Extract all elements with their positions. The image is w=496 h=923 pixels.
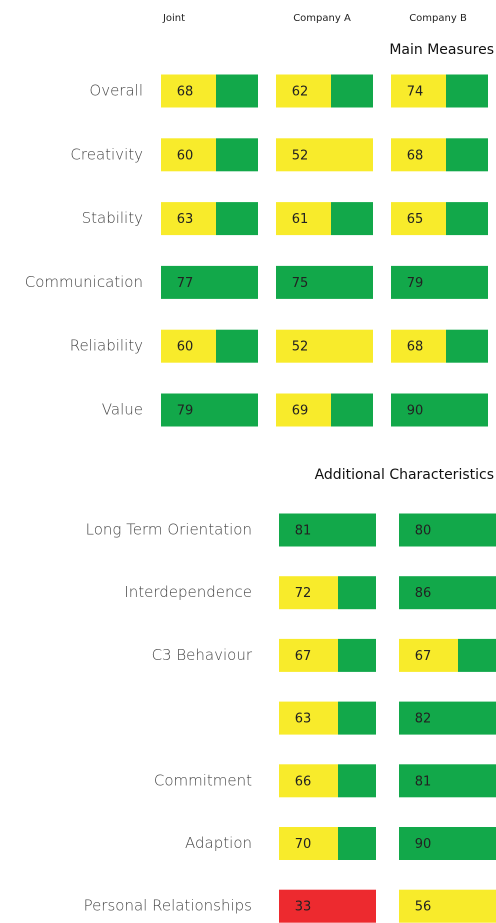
score-value: 56 xyxy=(415,900,432,915)
score-cell-left xyxy=(276,74,331,108)
score-cell xyxy=(399,827,496,860)
score-value: 86 xyxy=(415,586,432,601)
score-cell-right xyxy=(338,701,376,735)
score-value: 68 xyxy=(407,148,424,163)
column-header: Joint xyxy=(162,13,185,24)
score-value: 70 xyxy=(295,837,312,852)
score-value: 82 xyxy=(415,712,432,727)
score-cell-right xyxy=(446,202,488,236)
score-cell xyxy=(391,265,488,299)
score-value: 67 xyxy=(295,649,312,664)
score-cell-left xyxy=(391,138,446,172)
score-cell-right xyxy=(331,74,373,108)
score-cell-right xyxy=(338,827,376,860)
score-value: 72 xyxy=(295,586,312,601)
score-cell xyxy=(276,138,373,172)
score-cell-left xyxy=(279,638,338,672)
score-cell-right xyxy=(331,393,373,427)
score-cell-right xyxy=(338,638,376,672)
row-label: Stability xyxy=(82,209,144,227)
section-title: Main Measures xyxy=(389,42,494,58)
score-value: 68 xyxy=(177,85,194,100)
score-cell-left xyxy=(161,329,216,363)
score-cell xyxy=(279,513,376,547)
score-cell-right xyxy=(338,764,376,798)
score-value: 52 xyxy=(292,340,309,355)
score-cell-right xyxy=(331,202,373,236)
score-cell xyxy=(399,701,496,735)
row-label: C3 Behaviour xyxy=(152,646,253,664)
score-value: 69 xyxy=(292,404,309,419)
column-header: Company B xyxy=(409,13,467,24)
score-cell-left xyxy=(279,764,338,798)
score-value: 67 xyxy=(415,649,432,664)
row-label: Commitment xyxy=(154,771,252,789)
score-cell-left xyxy=(276,202,331,236)
score-cell-right xyxy=(446,74,488,108)
score-cell xyxy=(279,889,376,923)
score-cell-left xyxy=(279,827,338,860)
score-cell xyxy=(399,764,496,798)
score-value: 74 xyxy=(407,85,424,100)
score-value: 62 xyxy=(292,85,309,100)
score-value: 79 xyxy=(177,404,194,419)
score-cell-left xyxy=(161,74,216,108)
score-value: 90 xyxy=(415,837,432,852)
score-cell-right xyxy=(446,329,488,363)
column-header: Company A xyxy=(293,13,351,24)
score-cell-right xyxy=(446,138,488,172)
score-value: 81 xyxy=(295,524,312,539)
score-cell-right xyxy=(216,138,258,172)
score-cell-right xyxy=(216,329,258,363)
score-value: 52 xyxy=(292,148,309,163)
score-cell-right xyxy=(216,74,258,108)
score-cell-left xyxy=(391,202,446,236)
score-cell xyxy=(391,393,488,427)
score-cell-left xyxy=(276,393,331,427)
score-cell-left xyxy=(279,701,338,735)
row-label: Interdependence xyxy=(124,583,252,601)
score-cell-left xyxy=(279,576,338,610)
score-value: 63 xyxy=(295,712,312,727)
score-value: 66 xyxy=(295,774,312,789)
score-cell xyxy=(276,329,373,363)
score-value: 63 xyxy=(177,212,194,227)
score-cell xyxy=(399,889,496,923)
row-label: Value xyxy=(102,401,143,419)
section-title: Additional Characteristics xyxy=(315,467,494,483)
score-value: 79 xyxy=(407,276,424,291)
score-cell-left xyxy=(399,638,458,672)
score-value: 61 xyxy=(292,212,309,227)
score-cell xyxy=(161,393,258,427)
row-label: Communication xyxy=(25,273,143,291)
score-cell-right xyxy=(216,202,258,236)
score-value: 75 xyxy=(292,276,309,291)
score-cell-left xyxy=(161,138,216,172)
row-label: Creativity xyxy=(70,145,143,163)
score-cell-right xyxy=(458,638,496,672)
score-cell xyxy=(276,265,373,299)
row-label: Personal Relationships xyxy=(84,897,252,915)
score-value: 65 xyxy=(407,212,424,227)
score-cell-left xyxy=(391,74,446,108)
score-value: 33 xyxy=(295,900,312,915)
score-cell xyxy=(399,513,496,547)
score-value: 81 xyxy=(415,774,432,789)
score-cell xyxy=(399,576,496,610)
row-label: Overall xyxy=(89,82,143,100)
score-value: 60 xyxy=(177,340,194,355)
score-value: 77 xyxy=(177,276,194,291)
score-value: 60 xyxy=(177,148,194,163)
row-label: Adaption xyxy=(185,834,252,852)
row-label: Reliability xyxy=(70,337,143,355)
score-cell xyxy=(161,265,258,299)
score-cell-left xyxy=(161,202,216,236)
score-cell-left xyxy=(391,329,446,363)
score-cell-right xyxy=(338,576,376,610)
score-value: 80 xyxy=(415,524,432,539)
score-value: 90 xyxy=(407,404,424,419)
score-value: 68 xyxy=(407,340,424,355)
row-label: Long Term Orientation xyxy=(86,521,252,539)
